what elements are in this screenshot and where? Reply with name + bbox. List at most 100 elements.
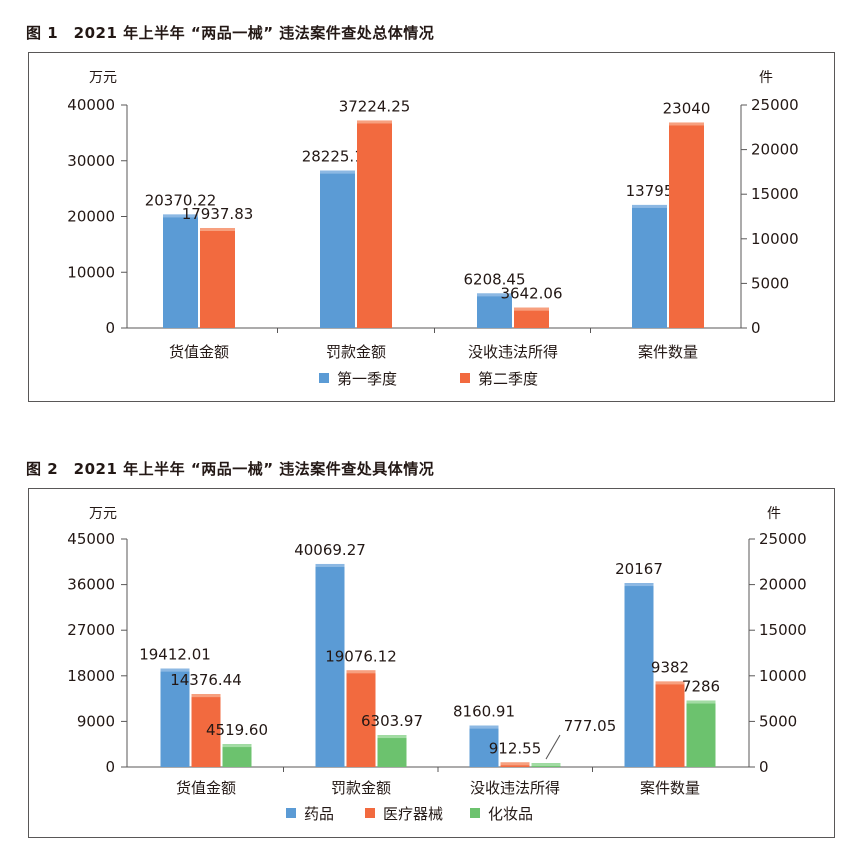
bar-highlight xyxy=(632,204,667,208)
data-label: 3642.06 xyxy=(500,285,562,303)
data-label: 9382 xyxy=(651,658,689,676)
data-label: 40069.27 xyxy=(294,541,366,559)
bar-highlight xyxy=(222,744,252,748)
data-label: 20370.22 xyxy=(145,191,217,209)
left-tick-label: 27000 xyxy=(67,621,115,639)
left-tick-label: 9000 xyxy=(77,712,115,730)
bar-highlight xyxy=(315,563,345,567)
left-tick-label: 18000 xyxy=(67,667,115,685)
data-label: 37224.25 xyxy=(339,97,411,115)
bar-highlight xyxy=(624,583,654,587)
legend-label: 第一季度 xyxy=(337,370,397,388)
chart-1-frame xyxy=(28,52,835,402)
bar xyxy=(377,735,407,767)
bar-highlight xyxy=(469,725,499,729)
left-axis-unit: 万元 xyxy=(89,70,117,86)
legend-swatch xyxy=(365,808,375,818)
category-label: 罚款金额 xyxy=(331,779,391,797)
data-label-leader xyxy=(545,734,561,760)
category-label: 货值金额 xyxy=(176,779,236,797)
bar xyxy=(632,204,667,328)
left-tick-label: 45000 xyxy=(67,530,115,548)
right-tick-label: 25000 xyxy=(759,530,807,548)
left-axis-unit: 万元 xyxy=(89,506,117,522)
bar xyxy=(315,563,345,767)
category-label: 没收违法所得 xyxy=(470,779,560,797)
bar-highlight xyxy=(500,762,530,766)
bar-highlight xyxy=(655,681,685,685)
data-label: 23040 xyxy=(663,99,711,117)
bar xyxy=(163,214,198,328)
legend-swatch xyxy=(319,373,329,383)
left-tick-label: 0 xyxy=(105,758,115,776)
legend-label: 药品 xyxy=(304,805,334,823)
data-label: 14376.44 xyxy=(170,671,242,689)
chart-2: 0 9000 18000 27000 36000 45000 0 5000 10000 15000… xyxy=(67,506,806,823)
left-tick-label: 36000 xyxy=(67,576,115,594)
right-tick-label: 10000 xyxy=(759,667,807,685)
bar xyxy=(624,583,654,767)
right-tick-label: 20000 xyxy=(751,141,799,159)
bar-highlight xyxy=(531,763,561,767)
bar xyxy=(222,744,252,767)
data-label: 17937.83 xyxy=(182,205,254,223)
left-tick-label: 40000 xyxy=(67,96,115,114)
left-tick-label: 0 xyxy=(105,319,115,337)
category-label: 罚款金额 xyxy=(326,343,386,361)
bar-highlight xyxy=(477,293,512,297)
bar xyxy=(477,293,512,328)
data-label: 19076.12 xyxy=(325,647,397,665)
left-tick-label: 10000 xyxy=(67,263,115,281)
data-label: 912.55 xyxy=(489,739,542,757)
bar xyxy=(469,725,499,767)
bar-highlight xyxy=(357,120,392,124)
bar-highlight xyxy=(320,170,355,174)
right-tick-label: 10000 xyxy=(751,230,799,248)
bar xyxy=(320,170,355,328)
bar-highlight xyxy=(200,227,235,231)
right-tick-label: 20000 xyxy=(759,576,807,594)
bar-highlight xyxy=(377,735,407,739)
right-tick-label: 5000 xyxy=(751,274,789,292)
category-label: 案件数量 xyxy=(640,779,700,797)
legend-swatch xyxy=(460,373,470,383)
bar-highlight xyxy=(669,122,704,126)
data-label: 777.05 xyxy=(564,717,617,735)
data-label: 19412.01 xyxy=(139,646,211,664)
right-tick-label: 15000 xyxy=(751,185,799,203)
right-tick-label: 0 xyxy=(759,758,769,776)
right-tick-label: 5000 xyxy=(759,712,797,730)
legend-label: 化妆品 xyxy=(488,805,533,823)
figure-1-title: 图 1 2021 年上半年 “两品一械” 违法案件查处总体情况 xyxy=(26,24,435,42)
bar-highlight xyxy=(514,307,549,311)
bar-highlight xyxy=(163,214,198,218)
bar-highlight xyxy=(191,694,221,698)
left-tick-label: 20000 xyxy=(67,208,115,226)
bar-highlight xyxy=(686,700,716,704)
data-label: 6208.45 xyxy=(463,270,525,288)
legend-swatch xyxy=(286,808,296,818)
right-tick-label: 15000 xyxy=(759,621,807,639)
legend-label: 医疗器械 xyxy=(383,805,443,823)
figure-2-title: 图 2 2021 年上半年 “两品一械” 违法案件查处具体情况 xyxy=(26,460,435,478)
right-tick-label: 25000 xyxy=(751,96,799,114)
data-label: 20167 xyxy=(615,560,663,578)
bar xyxy=(686,700,716,767)
bar xyxy=(514,307,549,328)
bar xyxy=(191,694,221,767)
chart-1: 0 10000 20000 30000 40000 0 5000 10000 15000 2000… xyxy=(67,70,798,388)
right-axis-unit: 件 xyxy=(759,70,773,86)
left-tick-label: 30000 xyxy=(67,152,115,170)
category-label: 没收违法所得 xyxy=(468,343,558,361)
bar-highlight xyxy=(346,670,376,674)
right-tick-label: 0 xyxy=(751,319,761,337)
chart-2-frame xyxy=(28,488,835,838)
category-label: 货值金额 xyxy=(169,343,229,361)
data-label: 8160.91 xyxy=(453,703,515,721)
bar-highlight xyxy=(160,668,190,672)
bar xyxy=(655,681,685,767)
bar xyxy=(200,227,235,328)
data-label: 4519.60 xyxy=(206,721,268,739)
bar xyxy=(346,670,376,767)
